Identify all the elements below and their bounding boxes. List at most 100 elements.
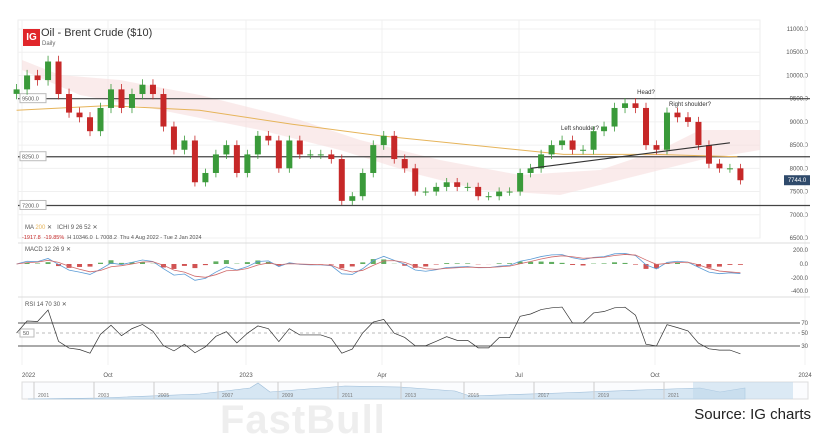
navigator-year-label: 2003: [98, 393, 109, 399]
macd-histogram-bar: [129, 262, 135, 264]
candle: [139, 84, 146, 95]
pattern-annotation: Left shoulder?: [561, 126, 600, 132]
close-x-icon[interactable]: ✕: [66, 247, 72, 253]
y-tick-label: 9000.0: [790, 120, 809, 126]
navigator-year-label: 2015: [468, 393, 479, 399]
candle: [380, 135, 387, 146]
candle: [45, 61, 52, 81]
low-value: L 7008.2: [95, 235, 117, 241]
candle: [233, 145, 240, 173]
candle: [254, 135, 261, 155]
macd-histogram-bar: [496, 263, 502, 264]
candle: [265, 135, 272, 141]
macd-histogram-bar: [213, 261, 219, 264]
interval-label[interactable]: Daily: [42, 41, 56, 47]
macd-histogram-bar: [171, 264, 177, 269]
candle: [506, 191, 513, 193]
candle: [118, 89, 125, 108]
macd-histogram-bar: [727, 264, 733, 265]
ig-logo: IG: [23, 29, 40, 46]
neckline-trendline: [530, 142, 731, 169]
macd-tick-label: -200.0: [791, 276, 809, 282]
navigator-year-label: 2021: [668, 393, 679, 399]
candle: [317, 154, 324, 156]
candle: [443, 182, 450, 187]
candle: [24, 75, 31, 90]
candle: [223, 145, 230, 155]
macd-histogram-bar: [192, 264, 198, 269]
level-label-box: [19, 199, 47, 210]
candle: [97, 107, 104, 132]
x-tick-label: Jul: [515, 373, 523, 379]
close-x-icon[interactable]: ✕: [92, 225, 98, 231]
candle: [464, 186, 471, 188]
macd-histogram-bar: [674, 262, 680, 264]
macd-histogram-bar: [87, 264, 93, 267]
macd-histogram-bar: [360, 262, 366, 264]
macd-histogram-bar: [339, 264, 345, 269]
ma-indicator-legend[interactable]: MA 200 ✕ ICHI 9 26 52 ✕: [25, 225, 97, 232]
navigator-year-label: 2011: [342, 393, 353, 399]
y-tick-label: 8000.0: [790, 166, 809, 172]
candle: [422, 191, 429, 193]
rsi-tick-label: 70: [801, 321, 808, 327]
macd-histogram-bar: [77, 264, 83, 267]
level-label: 7200.0: [22, 203, 39, 209]
candle: [559, 140, 566, 146]
x-tick-label: Oct: [650, 373, 660, 379]
x-tick-label: Apr: [377, 373, 386, 379]
candle: [496, 191, 503, 197]
macd-tick-label: 200.0: [793, 248, 809, 254]
candle: [433, 186, 440, 192]
navigator-year-label: 2009: [282, 393, 293, 399]
x-tick-label: 2023: [239, 373, 253, 379]
candle: [653, 145, 660, 150]
instrument-title[interactable]: Oil - Brent Crude ($10): [41, 27, 153, 39]
level-label-box: [19, 151, 47, 162]
candle: [202, 172, 209, 183]
macd-histogram-bar: [706, 264, 712, 268]
macd-histogram-bar: [549, 261, 555, 264]
macd-legend[interactable]: MACD 12 26 9 ✕: [25, 247, 71, 254]
y-tick-label: 8500.0: [790, 143, 809, 149]
rsi-params: 14 70 30: [36, 302, 61, 308]
close-x-icon[interactable]: ✕: [61, 302, 67, 308]
navigator-year-label: 2013: [405, 393, 416, 399]
candle: [128, 94, 135, 108]
close-x-icon[interactable]: ✕: [47, 225, 53, 231]
candle: [475, 186, 482, 197]
candle: [643, 107, 650, 146]
level-label: 8250.0: [22, 155, 39, 161]
macd-histogram-bar: [35, 263, 41, 264]
candle: [622, 103, 629, 108]
level-label-box: [19, 93, 47, 104]
macd-histogram-bar: [56, 264, 62, 267]
macd-histogram-bar: [465, 263, 471, 264]
macd-histogram-bar: [118, 262, 124, 264]
candle: [663, 112, 670, 150]
candle: [66, 94, 73, 113]
candle: [580, 149, 587, 151]
rsi-tick-label: 50: [801, 331, 808, 337]
pattern-annotation: Right shoulder?: [669, 102, 712, 108]
candle: [412, 168, 419, 192]
macd-histogram-bar: [160, 264, 166, 268]
candle: [695, 121, 702, 146]
macd-tick-label: -400.0: [791, 289, 809, 295]
macd-histogram-bar: [139, 261, 145, 264]
candle: [349, 196, 356, 201]
candle: [296, 140, 303, 155]
macd-histogram-bar: [328, 264, 334, 265]
macd-params: 12 26 9: [44, 247, 65, 253]
candle: [307, 154, 314, 156]
rsi-legend[interactable]: RSI 14 70 30 ✕: [25, 302, 67, 309]
macd-histogram-bar: [255, 260, 261, 264]
pattern-annotation: Head?: [637, 90, 655, 96]
macd-histogram-bar: [737, 264, 743, 265]
high-value: H 10346.0: [67, 235, 93, 241]
candle: [338, 159, 345, 201]
navigator-year-label: 2007: [222, 393, 233, 399]
source-caption: Source: IG charts: [694, 406, 811, 423]
